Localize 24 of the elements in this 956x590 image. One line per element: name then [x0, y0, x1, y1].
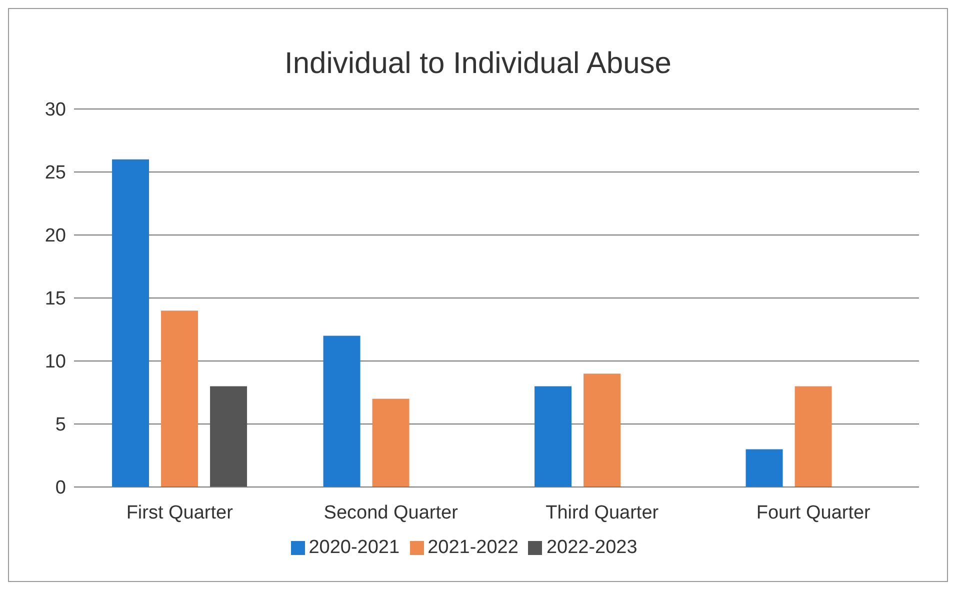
chart-title: Individual to Individual Abuse [284, 46, 672, 82]
legend-label: 2020-2021 [308, 537, 400, 558]
bar [161, 310, 198, 487]
y-tick-label: 0 [55, 478, 66, 499]
y-tick-label: 25 [44, 162, 66, 184]
legend-label: 2021-2022 [428, 537, 518, 558]
x-tick-label: Third Quarter [546, 502, 660, 524]
y-tick-label: 20 [44, 226, 66, 247]
bar [746, 449, 783, 487]
x-tick-label: Fourt Quarter [756, 502, 872, 524]
y-tick-label: 30 [44, 100, 66, 121]
bar [372, 398, 410, 487]
bar [323, 336, 360, 487]
bar [794, 386, 832, 487]
legend-label: 2022-2023 [546, 537, 638, 558]
y-tick-label: 10 [44, 352, 66, 373]
x-tick-label: Second Quarter [324, 502, 459, 524]
x-tick-label: First Quarter [126, 502, 234, 524]
bar [584, 374, 621, 487]
y-tick-label: 5 [55, 414, 66, 436]
bar [210, 386, 248, 487]
y-tick-label: 15 [44, 288, 66, 310]
bar [534, 386, 572, 487]
bar [112, 159, 150, 487]
